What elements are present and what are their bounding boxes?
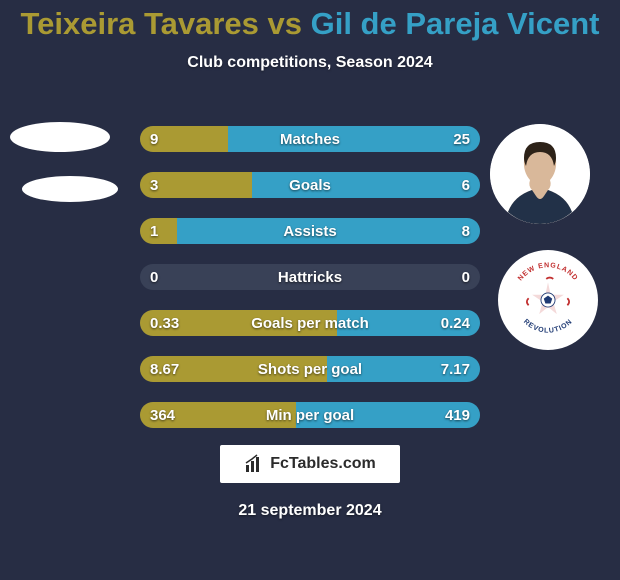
stat-label: Hattricks bbox=[140, 264, 480, 290]
left-player-avatar-placeholder bbox=[10, 122, 110, 152]
stat-right-value: 8 bbox=[452, 218, 480, 244]
left-player-logo-placeholder bbox=[22, 176, 118, 202]
stat-left-value: 9 bbox=[140, 126, 168, 152]
team-crest-icon: NEW ENGLAND REVOLUTION bbox=[504, 256, 592, 344]
stat-left-value: 364 bbox=[140, 402, 185, 428]
stat-label: Goals per match bbox=[140, 310, 480, 336]
stat-row: Shots per goal8.67 7.17 bbox=[140, 356, 480, 382]
chart-icon bbox=[244, 454, 264, 474]
stats-comparison-chart: Matches9 25 Goals3 6 Assists1 8 Hattricks0 0 Goa… bbox=[140, 126, 480, 448]
stat-right-value: 419 bbox=[435, 402, 480, 428]
stat-left-value: 3 bbox=[140, 172, 168, 198]
footer-date: 21 september 2024 bbox=[0, 502, 620, 520]
stat-row: Hattricks0 0 bbox=[140, 264, 480, 290]
stat-right-value: 25 bbox=[443, 126, 480, 152]
stat-label: Matches bbox=[140, 126, 480, 152]
stat-left-value: 8.67 bbox=[140, 356, 189, 382]
stat-left-value: 0.33 bbox=[140, 310, 189, 336]
stat-row: Min per goal364 419 bbox=[140, 402, 480, 428]
svg-text:REVOLUTION: REVOLUTION bbox=[522, 318, 574, 334]
stat-label: Goals bbox=[140, 172, 480, 198]
stat-label: Assists bbox=[140, 218, 480, 244]
stat-left-value: 0 bbox=[140, 264, 168, 290]
stat-label: Min per goal bbox=[140, 402, 480, 428]
title-left: Teixeira Tavares bbox=[20, 6, 258, 41]
right-player-avatar bbox=[490, 124, 590, 224]
stat-row: Matches9 25 bbox=[140, 126, 480, 152]
right-team-logo: NEW ENGLAND REVOLUTION bbox=[498, 250, 598, 350]
stat-row: Goals per match0.33 0.24 bbox=[140, 310, 480, 336]
stat-right-value: 7.17 bbox=[431, 356, 480, 382]
stat-right-value: 6 bbox=[452, 172, 480, 198]
stat-row: Goals3 6 bbox=[140, 172, 480, 198]
stat-label: Shots per goal bbox=[140, 356, 480, 382]
stat-right-value: 0.24 bbox=[431, 310, 480, 336]
subtitle: Club competitions, Season 2024 bbox=[0, 54, 620, 72]
person-icon bbox=[490, 124, 590, 224]
stat-left-value: 1 bbox=[140, 218, 168, 244]
title-vs: vs bbox=[259, 6, 311, 41]
svg-text:NEW ENGLAND: NEW ENGLAND bbox=[517, 262, 579, 282]
page-title: Teixeira Tavares vs Gil de Pareja Vicent bbox=[0, 0, 620, 42]
brand-text: FcTables.com bbox=[270, 455, 376, 473]
title-right: Gil de Pareja Vicent bbox=[311, 6, 600, 41]
stat-right-value: 0 bbox=[452, 264, 480, 290]
stat-row: Assists1 8 bbox=[140, 218, 480, 244]
brand-badge: FcTables.com bbox=[220, 445, 400, 483]
